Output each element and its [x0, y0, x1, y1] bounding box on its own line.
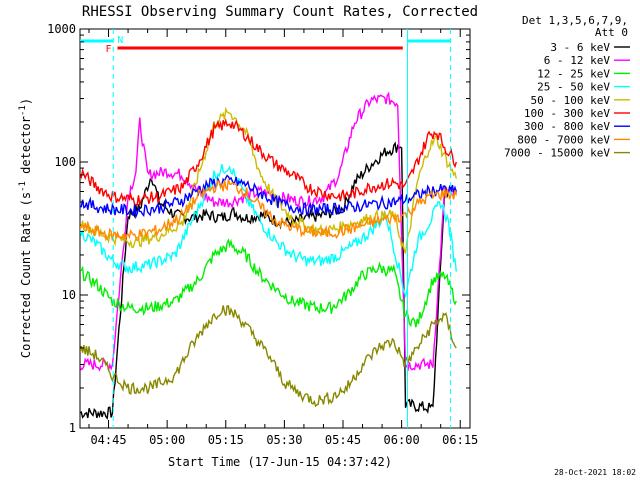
flag-f: F — [106, 44, 112, 55]
series-line-2 — [80, 238, 457, 328]
plot-frame — [79, 28, 471, 429]
x-tick-label: 05:15 — [208, 433, 244, 447]
legend-label-0: 3 - 6 keV — [550, 41, 610, 54]
x-tick-label: 06:15 — [442, 433, 478, 447]
legend-label-3: 25 - 50 keV — [537, 81, 610, 94]
series-layer — [80, 91, 457, 420]
footer-timestamp: 28-Oct-2021 18:02 — [554, 468, 636, 477]
annotation-layer: NF — [80, 29, 451, 428]
chart-title: RHESSI Observing Summary Count Rates, Co… — [82, 4, 478, 20]
y-tick-label: 1000 — [47, 22, 76, 36]
x-tick-label: 04:45 — [90, 433, 126, 447]
series-line-1 — [80, 91, 457, 372]
y-tick-label: 10 — [62, 288, 76, 302]
series-line-6 — [80, 174, 457, 220]
x-axis-label: Start Time (17-Jun-15 04:37:42) — [168, 455, 392, 469]
series-line-5 — [80, 118, 457, 206]
x-tick-label: 05:00 — [149, 433, 185, 447]
legend-label-5: 100 - 300 keV — [524, 107, 610, 120]
legend-label-8: 7000 - 15000 keV — [504, 147, 610, 160]
series-line-3 — [80, 164, 457, 299]
series-line-7 — [80, 179, 457, 242]
x-tick-label: 05:30 — [266, 433, 302, 447]
legend-label-4: 50 - 100 keV — [531, 94, 611, 107]
x-axis: 04:45 05:00 05:15 05:30 05:45 06:00 06:15 — [88, 29, 478, 447]
x-tick-label: 06:00 — [384, 433, 420, 447]
y-tick-label: 1 — [69, 421, 76, 435]
series-line-8 — [80, 304, 457, 408]
x-tick-label: 05:45 — [325, 433, 361, 447]
legend-header-1: Att 0 — [595, 26, 628, 39]
y-axis: 1 10 100 1000 — [47, 22, 470, 435]
legend-header-0: Det 1,3,5,6,7,9, — [522, 14, 628, 27]
legend-label-6: 300 - 800 keV — [524, 120, 610, 133]
legend-label-1: 6 - 12 keV — [544, 54, 611, 67]
y-tick-label: 100 — [54, 155, 76, 169]
flag-n: N — [117, 35, 123, 46]
legend-label-2: 12 - 25 keV — [537, 67, 610, 80]
legend-label-7: 800 - 7000 keV — [517, 133, 610, 146]
y-axis-label: Corrected Count Rate (s-1 detector-1) — [18, 98, 33, 358]
